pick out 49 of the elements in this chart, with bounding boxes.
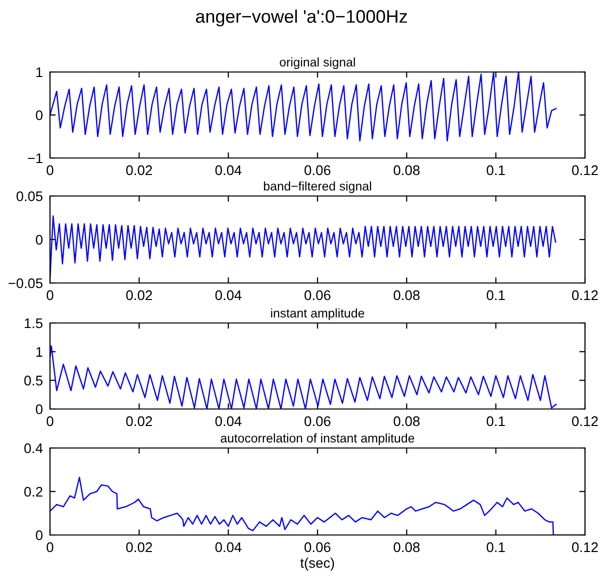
y-tick-label: 0.4 xyxy=(24,443,43,454)
y-tick-label: 1.5 xyxy=(24,318,42,328)
y-tick-label: 0.2 xyxy=(24,486,42,497)
x-tick-label: 0.04 xyxy=(215,542,242,552)
y-tick-label: −0.05 xyxy=(8,278,42,288)
y-tick-label: 1 xyxy=(36,347,42,357)
y-tick-label: 0.5 xyxy=(24,376,42,386)
x-tick-label: 0.06 xyxy=(304,416,330,426)
line-series xyxy=(50,345,557,409)
x-tick-label: 0.02 xyxy=(126,165,152,176)
chart-title: band−filtered signal xyxy=(264,181,372,194)
x-axis-title: t(sec) xyxy=(300,558,334,571)
x-tick-label: 0.12 xyxy=(572,416,598,426)
y-tick-label: 0 xyxy=(36,110,43,120)
x-tick-label: 0 xyxy=(46,416,54,426)
x-tick-label: 0.02 xyxy=(126,290,152,300)
x-tick-label: 0.12 xyxy=(572,290,598,300)
x-tick-label: 0.1 xyxy=(486,542,505,552)
line-series xyxy=(50,72,557,142)
x-tick-label: 0 xyxy=(46,542,54,552)
x-tick-label: 0.04 xyxy=(215,416,242,426)
y-tick-label: 1 xyxy=(36,67,42,78)
y-tick-label: 0 xyxy=(36,234,43,245)
x-tick-label: 0.06 xyxy=(304,165,330,176)
y-tick-label: 0 xyxy=(36,404,43,414)
chart-title: anger−vowel 'a':0−1000Hz xyxy=(196,10,407,26)
x-tick-label: 0 xyxy=(46,290,54,300)
chart-subtitle: original signal xyxy=(280,57,355,70)
x-tick-label: 0.06 xyxy=(304,542,330,552)
x-tick-label: 0 xyxy=(46,165,54,176)
x-tick-label: 0.12 xyxy=(572,542,598,552)
chart-title: instant amplitude xyxy=(271,308,364,320)
x-tick-label: 0.08 xyxy=(394,416,420,426)
chart-title: autocorrelation of instant amplitude xyxy=(220,433,414,446)
x-tick-label: 0.08 xyxy=(394,542,420,552)
x-tick-label: 0.1 xyxy=(486,165,505,176)
y-tick-label: 0.05 xyxy=(16,191,42,202)
x-tick-label: 0.08 xyxy=(394,165,420,176)
x-tick-label: 0.02 xyxy=(126,416,152,426)
x-tick-label: 0.02 xyxy=(126,542,152,552)
x-tick-label: 0.08 xyxy=(394,290,420,300)
x-tick-label: 0.1 xyxy=(486,290,505,300)
y-tick-label: 0 xyxy=(36,530,43,540)
x-tick-label: 0.04 xyxy=(215,165,242,176)
x-tick-label: 0.1 xyxy=(486,416,505,426)
x-tick-label: 0.04 xyxy=(215,290,242,300)
x-tick-label: 0.12 xyxy=(572,165,598,176)
y-tick-label: −1 xyxy=(28,153,42,164)
x-tick-label: 0.06 xyxy=(304,290,330,300)
